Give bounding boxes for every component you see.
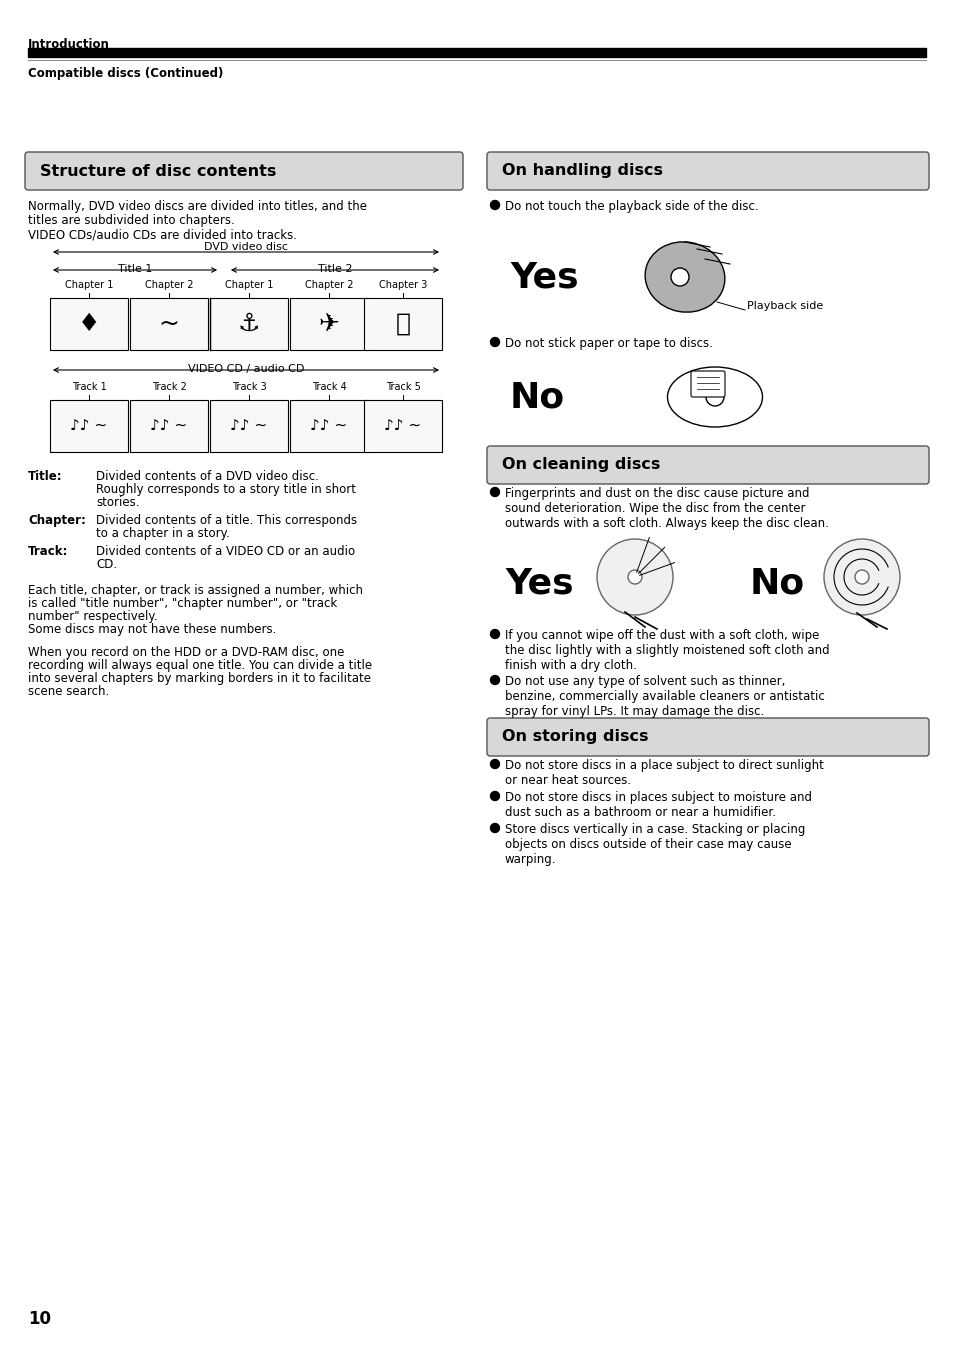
Circle shape (823, 539, 899, 616)
Text: Store discs vertically in a case. Stacking or placing
objects on discs outside o: Store discs vertically in a case. Stacki… (504, 824, 804, 865)
Text: number" respectively.: number" respectively. (28, 610, 157, 622)
Text: No: No (510, 381, 564, 414)
Text: Chapter 2: Chapter 2 (145, 279, 193, 290)
Text: Divided contents of a title. This corresponds: Divided contents of a title. This corres… (96, 514, 356, 526)
Bar (210, 400, 288, 452)
Text: VIDEO CD / audio CD: VIDEO CD / audio CD (188, 364, 304, 374)
Text: Track 2: Track 2 (152, 382, 186, 391)
Text: ~: ~ (158, 312, 179, 336)
Text: CD.: CD. (96, 558, 117, 571)
Bar (290, 400, 368, 452)
Text: ⚓: ⚓ (237, 312, 260, 336)
Circle shape (490, 675, 499, 684)
Text: Divided contents of a VIDEO CD or an audio: Divided contents of a VIDEO CD or an aud… (96, 545, 355, 558)
Text: On handling discs: On handling discs (501, 163, 662, 178)
Text: Yes: Yes (510, 261, 578, 294)
Circle shape (490, 487, 499, 497)
Text: Title 2: Title 2 (317, 265, 352, 274)
Text: Do not touch the playback side of the disc.: Do not touch the playback side of the di… (504, 200, 758, 213)
Bar (28, 49, 925, 57)
Text: Do not use any type of solvent such as thinner,
benzine, commercially available : Do not use any type of solvent such as t… (504, 675, 824, 718)
Text: Chapter 1: Chapter 1 (65, 279, 113, 290)
Circle shape (490, 629, 499, 639)
FancyBboxPatch shape (690, 371, 724, 397)
Text: Title 1: Title 1 (117, 265, 152, 274)
Bar (50, 400, 128, 452)
Text: Divided contents of a DVD video disc.: Divided contents of a DVD video disc. (96, 470, 318, 483)
Text: If you cannot wipe off the dust with a soft cloth, wipe
the disc lightly with a : If you cannot wipe off the dust with a s… (504, 629, 829, 672)
FancyBboxPatch shape (486, 446, 928, 485)
Text: Chapter 1: Chapter 1 (225, 279, 273, 290)
Circle shape (597, 539, 672, 616)
Text: Do not stick paper or tape to discs.: Do not stick paper or tape to discs. (504, 338, 712, 350)
Text: On cleaning discs: On cleaning discs (501, 458, 659, 472)
Text: ♪♪ ~: ♪♪ ~ (71, 418, 108, 433)
Text: Title:: Title: (28, 470, 63, 483)
Text: titles are subdivided into chapters.: titles are subdivided into chapters. (28, 215, 234, 227)
Bar (50, 298, 128, 350)
Text: Track:: Track: (28, 545, 69, 558)
Text: ♪♪ ~: ♪♪ ~ (384, 418, 421, 433)
Text: 10: 10 (28, 1310, 51, 1328)
FancyBboxPatch shape (486, 153, 928, 190)
Circle shape (854, 570, 868, 585)
Ellipse shape (644, 242, 724, 312)
Circle shape (490, 791, 499, 801)
Bar (364, 298, 441, 350)
Text: ♪♪ ~: ♪♪ ~ (231, 418, 267, 433)
Text: ✈: ✈ (318, 312, 339, 336)
Text: recording will always equal one title. You can divide a title: recording will always equal one title. Y… (28, 659, 372, 672)
Text: Chapter 2: Chapter 2 (304, 279, 353, 290)
Text: Track 4: Track 4 (312, 382, 346, 391)
Circle shape (627, 570, 641, 585)
Bar (290, 298, 368, 350)
Text: Track 1: Track 1 (71, 382, 107, 391)
Text: Chapter:: Chapter: (28, 514, 86, 526)
Bar (210, 298, 288, 350)
Text: VIDEO CDs/audio CDs are divided into tracks.: VIDEO CDs/audio CDs are divided into tra… (28, 228, 296, 242)
Text: Introduction: Introduction (28, 38, 110, 51)
FancyBboxPatch shape (486, 718, 928, 756)
Text: Compatible discs (Continued): Compatible discs (Continued) (28, 68, 223, 80)
Circle shape (490, 338, 499, 347)
Text: No: No (749, 567, 804, 601)
Text: On storing discs: On storing discs (501, 729, 648, 744)
Bar (130, 298, 208, 350)
Text: to a chapter in a story.: to a chapter in a story. (96, 526, 230, 540)
Text: is called "title number", "chapter number", or "track: is called "title number", "chapter numbe… (28, 597, 337, 610)
Circle shape (490, 760, 499, 768)
Text: ♪♪ ~: ♪♪ ~ (310, 418, 347, 433)
Text: Structure of disc contents: Structure of disc contents (40, 163, 276, 178)
Text: Fingerprints and dust on the disc cause picture and
sound deterioration. Wipe th: Fingerprints and dust on the disc cause … (504, 487, 828, 531)
Text: Normally, DVD video discs are divided into titles, and the: Normally, DVD video discs are divided in… (28, 200, 367, 213)
Text: ♪♪ ~: ♪♪ ~ (151, 418, 188, 433)
Text: into several chapters by marking borders in it to facilitate: into several chapters by marking borders… (28, 672, 371, 684)
FancyBboxPatch shape (25, 153, 462, 190)
Text: scene search.: scene search. (28, 684, 110, 698)
Text: Do not store discs in places subject to moisture and
dust such as a bathroom or : Do not store discs in places subject to … (504, 791, 811, 819)
Ellipse shape (667, 367, 761, 427)
Text: stories.: stories. (96, 495, 139, 509)
Text: Track 5: Track 5 (385, 382, 420, 391)
Text: Yes: Yes (504, 567, 573, 601)
Circle shape (490, 824, 499, 833)
Text: Playback side: Playback side (746, 301, 822, 310)
Text: Do not store discs in a place subject to direct sunlight
or near heat sources.: Do not store discs in a place subject to… (504, 759, 823, 787)
Circle shape (670, 269, 688, 286)
Bar (130, 400, 208, 452)
Bar (364, 400, 441, 452)
Text: Roughly corresponds to a story title in short: Roughly corresponds to a story title in … (96, 483, 355, 495)
Text: Track 3: Track 3 (232, 382, 266, 391)
Text: Chapter 3: Chapter 3 (378, 279, 427, 290)
Text: Each title, chapter, or track is assigned a number, which: Each title, chapter, or track is assigne… (28, 585, 363, 597)
Circle shape (490, 201, 499, 209)
Text: DVD video disc: DVD video disc (204, 242, 288, 252)
Text: When you record on the HDD or a DVD-RAM disc, one: When you record on the HDD or a DVD-RAM … (28, 647, 344, 659)
Text: 🚗: 🚗 (395, 312, 410, 336)
Text: ♦: ♦ (78, 312, 100, 336)
Text: Some discs may not have these numbers.: Some discs may not have these numbers. (28, 622, 276, 636)
Circle shape (705, 387, 723, 406)
